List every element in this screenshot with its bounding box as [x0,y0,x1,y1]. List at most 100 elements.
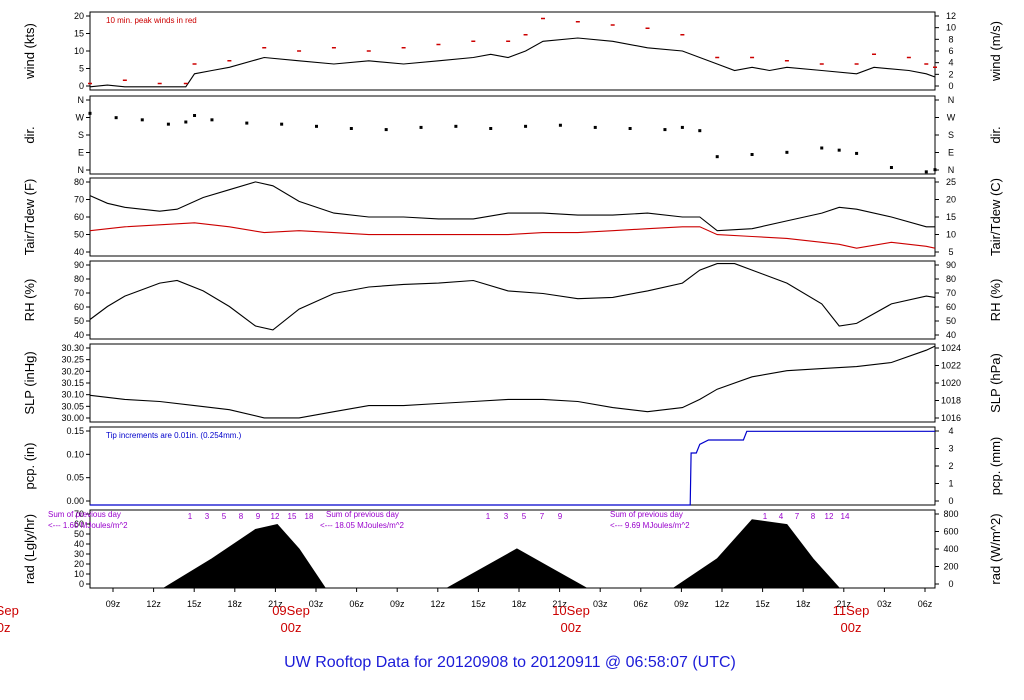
y-axis-label-right: wind (m/s) [988,21,1003,82]
dir-point [593,125,597,129]
left-tick-label: 0 [79,81,84,91]
left-tick-label: 50 [74,529,84,539]
rad-hour-label: 7 [540,512,545,521]
right-tick-label: 0 [948,579,953,589]
y-axis-label-right: Tair/Tdew (C) [988,178,1003,256]
rad-annotation: <--- 9.69 MJoules/m^2 [610,521,690,530]
dir-point [837,148,841,152]
x-tick-label: 21z [268,599,283,609]
x-tick-label: 09z [390,599,405,609]
rad-hour-label: 4 [779,512,784,521]
x-tick-label: 21z [552,599,567,609]
left-tick-label: 30.25 [61,355,84,365]
rad-hour-label: 7 [795,512,800,521]
panel-frame [89,260,936,340]
dir-point [384,128,388,132]
right-tick-label: 0 [948,496,953,506]
dir-point [314,124,318,128]
dir-point [680,125,684,129]
panel-note: Tip increments are 0.01in. (0.254mm.) [106,431,242,440]
right-tick-label: N [948,95,955,105]
y-axis-label: RH (%) [22,279,37,322]
x-tick-label: 18z [512,599,527,609]
dir-point [855,151,859,155]
left-tick-label: 50 [74,230,84,240]
dir-point [193,114,197,117]
left-tick-label: 30.20 [61,366,84,376]
right-tick-label: 12 [946,11,956,21]
y-axis-label: wind (kts) [22,23,37,80]
panel-temp: 40 50 60 70 80 5 10 15 20 25 Tair/Tdew (F) Tair/Tde… [22,177,1003,257]
panel-note: 10 min. peak winds in red [106,16,197,25]
right-tick-label: 0 [948,81,953,91]
dir-point [663,128,667,132]
right-tick-label: 20 [946,195,956,205]
left-tick-label: 80 [74,274,84,284]
left-tick-label: 10 [74,569,84,579]
right-tick-label: 90 [946,260,956,270]
left-tick-label: 30.30 [61,343,84,353]
right-tick-label: 60 [946,302,956,312]
dir-point [698,129,702,133]
dir-point [489,127,493,130]
left-tick-label: 40 [74,330,84,340]
series-Tdew [89,222,936,249]
right-tick-label: 1024 [941,343,961,353]
right-tick-label: 1022 [941,361,961,371]
panel-frame [89,343,936,423]
rad-hour-label: 8 [811,512,816,521]
x-axis: 09z 12z 15z 18z 21z 03z 06z 09z 12z 15z 18z 21z 03z 0… [0,588,933,635]
dir-point [454,124,458,128]
right-tick-label: 25 [946,177,956,187]
left-tick-label: 10 [74,46,84,56]
left-tick-label: 80 [74,177,84,187]
right-tick-label: 8 [948,34,953,44]
x-tick-label: 12z [715,599,730,609]
left-tick-label: 60 [74,519,84,529]
day-label-hour: 00z [281,620,302,635]
left-tick-label: 60 [74,212,84,222]
right-tick-label: 3 [948,444,953,454]
dir-point [114,116,118,120]
panel-frame [89,177,936,257]
left-tick-label: 50 [74,316,84,326]
rad-hour-label: 8 [239,512,244,521]
rad-hour-label: 12 [825,512,834,521]
panel-rh: 40 50 60 70 80 90 40 50 60 70 80 90 RH (%) RH (%) [22,260,1003,340]
y-axis-label: pcp. (in) [22,443,37,490]
dir-point [166,122,170,126]
right-tick-label: 5 [948,247,953,257]
right-tick-label: 2 [948,69,953,79]
dir-point [715,155,719,159]
left-tick-label: N [78,165,85,175]
rad-hour-label: 1 [486,512,491,521]
left-tick-label: S [78,130,84,140]
left-tick-label: 70 [74,288,84,298]
panel-frame [89,11,936,91]
left-tick-label: W [76,113,85,123]
day-label-date: 10Sep [552,603,590,618]
x-tick-label: 03z [877,599,892,609]
rad-hour-label: 9 [256,512,261,521]
y-axis-label: Tair/Tdew (F) [22,179,37,256]
right-tick-label: 50 [946,316,956,326]
right-tick-label: 70 [946,288,956,298]
rad-hour-label: 3 [205,512,210,521]
rad-hour-label: 18 [305,512,314,521]
y-axis-label: SLP (inHg) [22,351,37,414]
dir-point [140,118,144,122]
right-tick-label: 400 [943,544,958,554]
dir-point [419,125,423,129]
right-tick-label: W [947,113,956,123]
rad-annotation: Sum of previous day [48,510,121,519]
left-tick-label: 0.15 [66,426,84,436]
x-tick-label: 06z [349,599,364,609]
x-tick-label: 03z [593,599,608,609]
left-tick-label: 90 [74,260,84,270]
rad-annotation: Sum of previous day [326,510,399,519]
x-tick-label: 06z [918,599,933,609]
dir-point [785,150,789,154]
series-RH [89,263,936,331]
